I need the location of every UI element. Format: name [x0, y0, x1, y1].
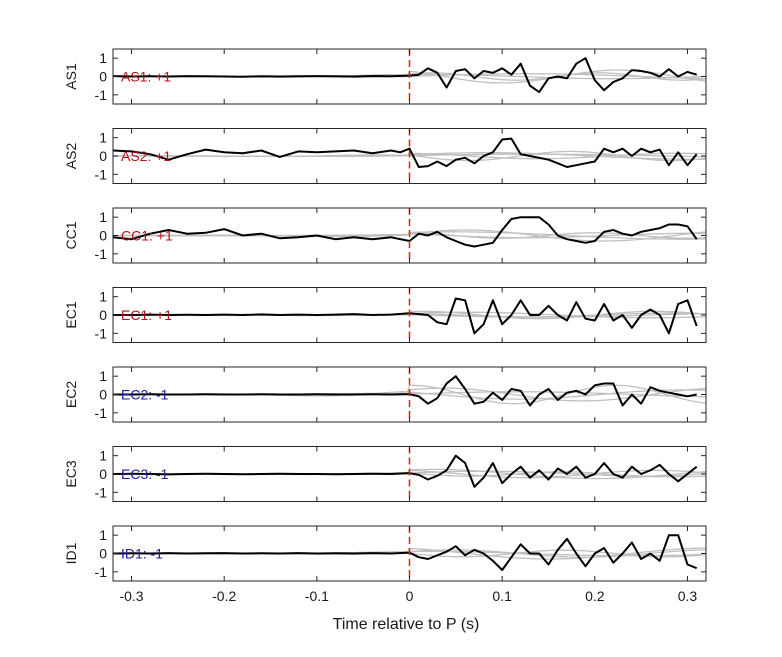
- x-tick-label: 0: [406, 588, 414, 604]
- stack-line: [113, 216, 698, 248]
- x-axis: -0.3 -0.2 -0.1 0 0.1 0.2 0.3: [119, 588, 697, 604]
- y-tick-label: 1: [99, 368, 107, 384]
- y-tick-label: -1: [95, 166, 108, 182]
- polarity-annotation: AS1: +1: [121, 69, 171, 85]
- y-tick-label: -1: [95, 87, 108, 103]
- y-tick-label: 0: [99, 148, 107, 164]
- panel-as2: 1 0 -1 AS2 AS2: +1: [63, 128, 707, 184]
- stack-line: [113, 57, 697, 94]
- polarity-annotation: CC1: +1: [121, 228, 173, 244]
- panel-ylabel: EC3: [63, 460, 79, 487]
- panel-cc1: 1 0 -1 CC1 CC1: +1: [63, 207, 707, 264]
- polarity-annotation: EC2: -1: [121, 387, 169, 403]
- y-tick-label: 0: [99, 546, 107, 562]
- panel-ec3: 1 0 -1 EC3 EC3: -1: [63, 446, 707, 502]
- x-tick-label: -0.3: [119, 588, 143, 604]
- y-tick-label: 1: [99, 130, 107, 146]
- x-tick-label: 0.1: [492, 588, 512, 604]
- polarity-annotation: EC1: +1: [121, 307, 172, 323]
- stack-line: [113, 534, 698, 571]
- x-tick-label: 0.3: [678, 588, 698, 604]
- y-tick-label: -1: [95, 405, 108, 421]
- y-tick-label: 0: [99, 466, 107, 482]
- x-tick-label: -0.1: [305, 588, 329, 604]
- polarity-annotation: EC3: -1: [121, 466, 169, 482]
- polarity-annotation: ID1: -1: [121, 546, 163, 562]
- panels: 1 0 -1 AS1 AS1: +1 1 0 -1 AS2 AS2: +1 1 0 -1 CC1 CC1: …: [63, 48, 707, 582]
- y-tick-label: 1: [99, 527, 107, 543]
- polarity-annotation: AS2: +1: [121, 148, 171, 164]
- panel-ylabel: AS2: [63, 143, 79, 170]
- panel-ylabel: ID1: [63, 542, 79, 564]
- panel-ylabel: EC2: [63, 381, 79, 408]
- y-tick-label: -1: [95, 484, 108, 500]
- stack-line: [113, 137, 698, 168]
- x-tick-label: 0.2: [585, 588, 605, 604]
- y-tick-label: -1: [95, 564, 108, 580]
- panel-id1: 1 0 -1 ID1 ID1: -1: [63, 525, 707, 582]
- y-tick-label: 0: [99, 387, 107, 403]
- y-tick-label: -1: [95, 246, 108, 262]
- y-tick-label: 1: [99, 209, 107, 225]
- panel-ylabel: EC1: [63, 301, 79, 328]
- panel-as1: 1 0 -1 AS1 AS1: +1: [63, 48, 707, 105]
- x-axis-label: Time relative to P (s): [333, 616, 480, 633]
- x-tick-label: -0.2: [212, 588, 236, 604]
- y-tick-label: 1: [99, 50, 107, 66]
- panel-ec1: 1 0 -1 EC1 EC1: +1: [63, 287, 707, 343]
- panel-ylabel: AS1: [63, 63, 79, 90]
- y-tick-label: 1: [99, 289, 107, 305]
- y-tick-label: -1: [95, 325, 108, 341]
- y-tick-label: 0: [99, 69, 107, 85]
- y-tick-label: 0: [99, 228, 107, 244]
- y-tick-label: 1: [99, 448, 107, 464]
- panel-ec2: 1 0 -1 EC2 EC2: -1: [63, 366, 707, 423]
- stack-line: [113, 297, 698, 335]
- panel-ylabel: CC1: [63, 221, 79, 249]
- y-tick-label: 0: [99, 307, 107, 323]
- stack-line: [113, 375, 697, 407]
- stack-line: [113, 454, 698, 488]
